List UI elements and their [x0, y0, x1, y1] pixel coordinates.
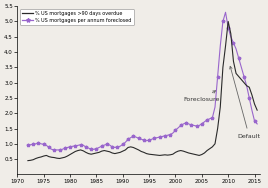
Text: Foreclosure: Foreclosure	[183, 91, 220, 102]
Text: Default: Default	[230, 66, 261, 139]
Legend: % US mortgages >90 days overdue, % US mortgages per annum foreclosed: % US mortgages >90 days overdue, % US mo…	[20, 9, 134, 25]
